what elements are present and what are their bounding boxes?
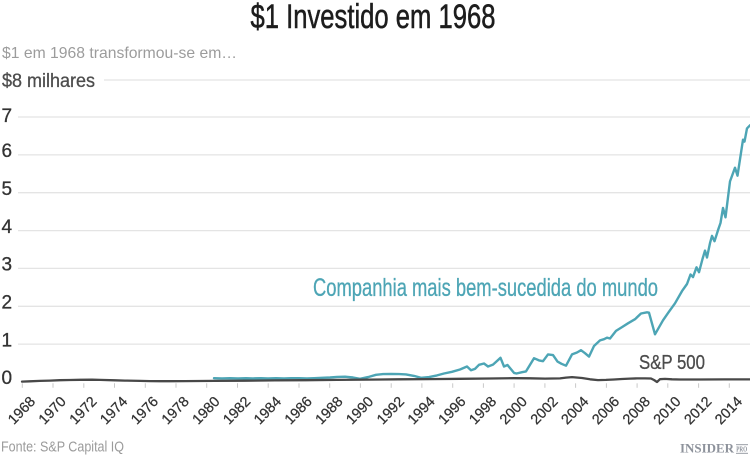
svg-text:6: 6 bbox=[2, 141, 13, 162]
svg-text:Companhia mais bem-sucedida do: Companhia mais bem-sucedida do mundo bbox=[313, 274, 658, 302]
svg-text:INSIDER: INSIDER bbox=[680, 442, 735, 456]
svg-text:$1 em 1968 transformou-se em…: $1 em 1968 transformou-se em… bbox=[2, 45, 237, 62]
svg-text:$8 milhares: $8 milhares bbox=[2, 71, 95, 92]
svg-text:Fonte: S&P Capital IQ: Fonte: S&P Capital IQ bbox=[1, 440, 124, 456]
svg-text:5: 5 bbox=[2, 179, 13, 200]
svg-text:S&P 500: S&P 500 bbox=[639, 352, 705, 374]
svg-text:2: 2 bbox=[2, 293, 13, 314]
svg-text:$1 Investido em 1968: $1 Investido em 1968 bbox=[251, 0, 496, 36]
svg-text:1: 1 bbox=[2, 330, 13, 351]
svg-text:4: 4 bbox=[2, 217, 13, 238]
svg-text:0: 0 bbox=[2, 368, 13, 389]
svg-text:7: 7 bbox=[2, 106, 13, 127]
svg-text:3: 3 bbox=[2, 255, 13, 276]
svg-text:PRO: PRO bbox=[736, 445, 747, 454]
